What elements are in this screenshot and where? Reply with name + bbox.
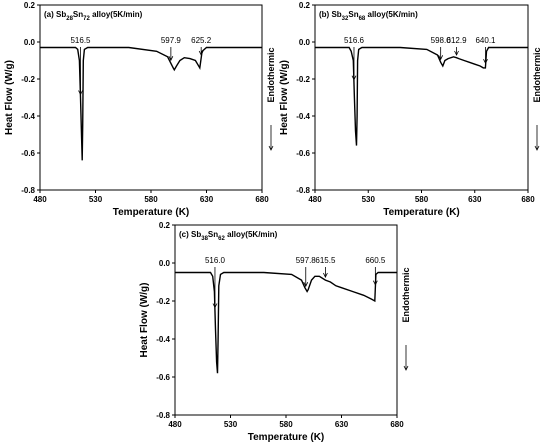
x-tick-label: 530	[362, 195, 376, 204]
y-tick-label: -0.2	[21, 75, 35, 84]
peak-label: 625.2	[191, 36, 212, 45]
peak-arrowhead	[168, 56, 174, 62]
x-tick-label: 680	[390, 420, 404, 429]
y-tick-label: 0.2	[159, 221, 171, 230]
dsc-curve	[175, 271, 397, 374]
y-tick-label: -0.6	[296, 149, 310, 158]
dsc-curve	[315, 46, 528, 146]
panel-title: (b) Sb32Sn68 alloy(5K/min)	[319, 10, 418, 22]
x-tick-label: 630	[200, 195, 214, 204]
y-axis-title: Heat Flow (W/g)	[279, 60, 290, 135]
peak-label: 660.5	[365, 256, 386, 265]
x-axis-title: Temperature (K)	[248, 432, 325, 443]
endothermic-arrowhead	[534, 145, 540, 151]
x-tick-label: 480	[168, 420, 182, 429]
plot-frame	[174, 224, 398, 416]
plot-frame	[314, 4, 529, 191]
x-tick-label: 580	[144, 195, 158, 204]
y-tick-label: -0.6	[156, 373, 170, 382]
endothermic-label: Endothermic	[401, 267, 411, 322]
peak-label: 598.0	[431, 36, 452, 45]
x-axis-title: Temperature (K)	[113, 207, 190, 218]
y-tick-label: -0.8	[296, 186, 310, 195]
y-tick-label: -0.8	[21, 186, 35, 195]
y-tick-label: 0.0	[159, 259, 171, 268]
y-tick-label: -0.6	[21, 149, 35, 158]
panel-title: (a) Sb28Sn72 alloy(5K/min)	[44, 10, 143, 22]
y-tick-label: 0.0	[24, 38, 36, 47]
y-tick-label: 0.0	[299, 38, 311, 47]
peak-label: 516.0	[205, 256, 226, 265]
y-tick-label: 0.2	[299, 1, 311, 10]
x-tick-label: 580	[415, 195, 429, 204]
x-tick-label: 630	[335, 420, 349, 429]
y-axis-title: Heat Flow (W/g)	[4, 60, 15, 135]
endothermic-label: Endothermic	[532, 47, 542, 102]
x-tick-label: 480	[33, 195, 47, 204]
peak-label: 516.5	[70, 36, 91, 45]
y-tick-label: 0.2	[24, 1, 36, 10]
x-tick-label: 580	[279, 420, 293, 429]
dsc-curve	[40, 46, 262, 161]
endothermic-arrowhead	[268, 145, 274, 151]
x-tick-label: 630	[468, 195, 482, 204]
peak-arrowhead	[303, 282, 309, 288]
peak-arrowhead	[212, 303, 218, 309]
endothermic-arrowhead	[403, 365, 409, 371]
y-tick-label: -0.4	[156, 335, 170, 344]
peak-arrowhead	[323, 272, 328, 278]
x-tick-label: 680	[521, 195, 535, 204]
y-tick-label: -0.4	[296, 112, 310, 121]
peak-arrowhead	[198, 50, 204, 56]
endothermic-label: Endothermic	[266, 47, 276, 102]
peak-label: 640.1	[475, 36, 496, 45]
peak-label: 597.9	[161, 36, 182, 45]
x-tick-label: 480	[308, 195, 322, 204]
peak-label: 516.6	[344, 36, 365, 45]
y-tick-label: -0.4	[21, 112, 35, 121]
x-tick-label: 530	[224, 420, 238, 429]
peak-arrowhead	[351, 75, 357, 81]
peak-label: 597.8	[296, 256, 317, 265]
peak-arrowhead	[454, 50, 459, 56]
x-tick-label: 680	[255, 195, 269, 204]
x-tick-label: 530	[89, 195, 103, 204]
x-axis-title: Temperature (K)	[383, 207, 460, 218]
y-axis-title: Heat Flow (W/g)	[139, 283, 150, 358]
panel-title: (c) Sb38Sn62 alloy(5K/min)	[179, 230, 278, 242]
peak-arrowhead	[78, 90, 83, 96]
y-tick-label: -0.2	[296, 75, 310, 84]
y-tick-label: -0.8	[156, 411, 170, 420]
peak-arrowhead	[438, 55, 444, 61]
peak-arrowhead	[372, 280, 378, 286]
chart-panel-3: 480 530 580 630 680 -0.8 -0.6 -0.4 -0.2 0.0 0.2 Tem…	[139, 221, 411, 443]
y-tick-label: -0.2	[156, 297, 170, 306]
peak-label: 612.9	[447, 36, 468, 45]
plot-frame	[39, 4, 263, 191]
chart-panel-2: 480 530 580 630 680 -0.8 -0.6 -0.4 -0.2 0.0 0.2 Tem…	[279, 1, 542, 218]
peak-arrowhead	[483, 59, 488, 65]
peak-label: 615.5	[315, 256, 336, 265]
chart-panel-1: 480 530 580 630 680 -0.8 -0.6 -0.4 -0.2 0.0 0.2 Tem…	[4, 1, 276, 218]
